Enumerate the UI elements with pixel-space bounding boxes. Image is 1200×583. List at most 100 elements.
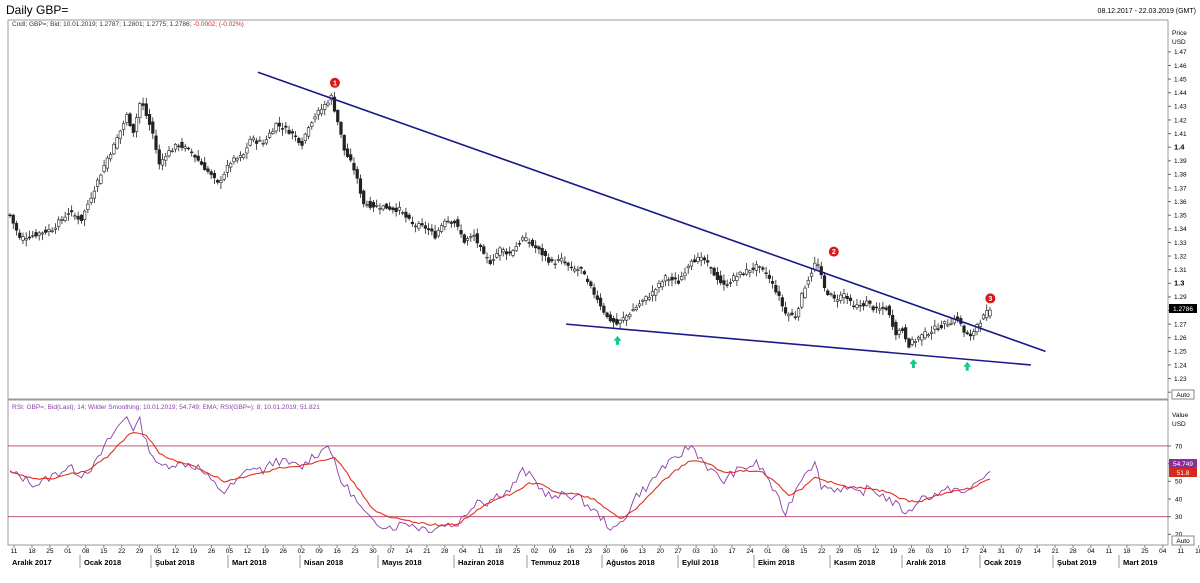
last-rsi-label: 54.749: [1173, 461, 1193, 468]
candle-body: [173, 144, 178, 150]
candle-body: [34, 232, 38, 237]
candle-body: [203, 162, 207, 170]
candle-body: [102, 165, 106, 172]
candle-body: [842, 293, 846, 298]
candle-body: [985, 310, 989, 319]
candle-body: [264, 139, 268, 144]
candle-body: [988, 309, 992, 317]
candle-body: [160, 159, 165, 166]
rsi-auto-button[interactable]: [1171, 535, 1195, 546]
candle-body: [37, 232, 41, 236]
candle-body: [66, 213, 71, 215]
candle-body: [482, 246, 486, 254]
x-day-label: 28: [441, 548, 449, 555]
candle-body: [287, 129, 291, 134]
price-auto-label: Auto: [1176, 392, 1190, 399]
candle-body: [816, 264, 820, 267]
candle-body: [420, 223, 424, 226]
x-day-label: 27: [675, 548, 683, 555]
x-month-label: Ekim 2018: [758, 558, 795, 567]
candle-body: [907, 338, 911, 348]
price-tick-label: 1.42: [1174, 117, 1187, 124]
candle-body: [255, 140, 259, 144]
candle-body: [774, 284, 778, 293]
candle-body: [417, 223, 421, 229]
candle-body: [790, 312, 794, 315]
candle-body: [770, 281, 775, 284]
x-day-label: 25: [513, 548, 521, 555]
candle-body: [534, 245, 538, 249]
candle-body: [401, 212, 405, 214]
candle-body: [556, 259, 561, 261]
pivot-marker-label: 2: [832, 249, 836, 256]
candle-body: [527, 242, 531, 244]
x-day-label: 11: [1106, 548, 1113, 555]
x-day-label: 10: [710, 548, 718, 555]
candle-body: [290, 131, 294, 134]
price-tick-label: 1.4: [1174, 142, 1185, 151]
x-day-label: 20: [657, 548, 665, 555]
candle-body: [439, 225, 444, 232]
price-auto-button[interactable]: [1171, 389, 1195, 400]
candle-body: [579, 267, 583, 269]
candle-body: [118, 130, 122, 140]
candle-body: [920, 334, 924, 341]
candle-body: [758, 266, 762, 268]
candle-body: [699, 256, 703, 261]
candle-body: [349, 154, 353, 161]
price-tick-label: 1.36: [1174, 199, 1187, 206]
candle-body: [73, 215, 77, 218]
candle-body: [751, 267, 755, 270]
x-month-label: Temmuz 2018: [531, 558, 580, 567]
candle-body: [865, 300, 869, 306]
candle-body: [60, 219, 64, 221]
pivot-marker-label: 3: [988, 296, 992, 303]
candle-body: [878, 308, 882, 311]
candle-body: [955, 316, 960, 320]
candle-body: [365, 204, 369, 206]
candle-body: [702, 257, 707, 261]
x-month-label: Aralık 2017: [12, 558, 52, 567]
candle-body: [887, 305, 892, 316]
candle-body: [40, 232, 45, 235]
candle-body: [293, 135, 298, 137]
candle-body: [709, 267, 713, 269]
candle-body: [547, 257, 551, 263]
x-day-label: 18: [1195, 548, 1200, 555]
candle-body: [378, 208, 382, 210]
x-day-label: 13: [639, 548, 647, 555]
candle-body: [144, 103, 148, 116]
candle-body: [693, 259, 697, 263]
candle-body: [99, 174, 103, 184]
rsi-line: [9, 415, 991, 533]
candle-body: [141, 103, 145, 106]
x-day-label: 14: [405, 548, 413, 555]
candle-body: [24, 238, 28, 241]
x-day-label: 22: [118, 548, 126, 555]
x-month-label: Kasım 2018: [834, 558, 875, 567]
x-day-label: 05: [854, 548, 862, 555]
candle-body: [157, 149, 161, 165]
candle-body: [667, 279, 671, 281]
candle-body: [965, 332, 969, 335]
candle-body: [31, 235, 35, 237]
price-tick-label: 1.27: [1174, 321, 1187, 328]
candle-body: [936, 328, 940, 330]
candle-body: [384, 203, 389, 209]
candle-body: [404, 211, 408, 218]
rsi-tick-label: 30: [1175, 514, 1183, 521]
candle-body: [456, 219, 460, 227]
candle-body: [459, 230, 463, 235]
candle-body: [871, 306, 875, 311]
rsi-tick-label: 20: [1175, 532, 1183, 539]
candle-body: [225, 165, 230, 173]
price-tick-label: 1.26: [1174, 335, 1187, 342]
candle-body: [70, 210, 74, 213]
candle-body: [352, 162, 356, 171]
candle-body: [248, 138, 252, 146]
x-day-label: 01: [64, 548, 72, 555]
x-day-label: 21: [1051, 548, 1059, 555]
price-y-ticks: 1.47 1.46 1.45 1.44 1.43 1.42 1.41 1.4 1.39 1.38 1…: [1168, 49, 1187, 396]
